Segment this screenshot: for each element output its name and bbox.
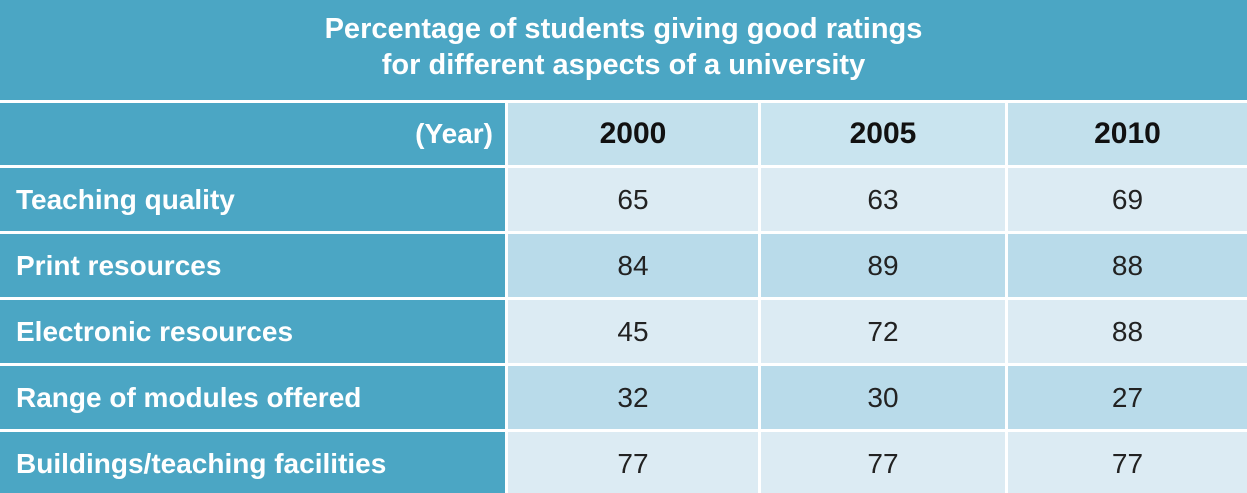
table-cell: 77 bbox=[761, 432, 1005, 493]
column-divider bbox=[505, 234, 508, 297]
table-cell: 88 bbox=[1008, 300, 1247, 363]
column-divider bbox=[505, 103, 508, 165]
row-label: Electronic resources bbox=[0, 300, 505, 363]
table-cell: 84 bbox=[508, 234, 758, 297]
title-line-1: Percentage of students giving good ratin… bbox=[324, 13, 923, 45]
row-label: Print resources bbox=[0, 234, 505, 297]
table-cell: 69 bbox=[1008, 168, 1247, 231]
year-column-header: 2005 bbox=[761, 103, 1005, 165]
row-label: Teaching quality bbox=[0, 168, 505, 231]
table-cell: 89 bbox=[761, 234, 1005, 297]
title-line-2: for different aspects of a university bbox=[381, 49, 866, 81]
column-divider bbox=[758, 300, 761, 363]
table-cell: 30 bbox=[761, 366, 1005, 429]
year-column-header: 2000 bbox=[508, 103, 758, 165]
column-divider bbox=[1005, 432, 1008, 493]
column-divider bbox=[1005, 300, 1008, 363]
column-divider bbox=[505, 168, 508, 231]
column-divider bbox=[758, 366, 761, 429]
column-divider bbox=[1005, 103, 1008, 165]
column-divider bbox=[1005, 234, 1008, 297]
column-divider bbox=[505, 366, 508, 429]
column-divider bbox=[505, 300, 508, 363]
column-divider bbox=[1005, 168, 1008, 231]
column-divider bbox=[505, 432, 508, 493]
table-cell: 63 bbox=[761, 168, 1005, 231]
column-divider bbox=[1005, 366, 1008, 429]
row-label: Range of modules offered bbox=[0, 366, 505, 429]
table-title: Percentage of students giving good ratin… bbox=[0, 0, 1247, 100]
table-cell: 88 bbox=[1008, 234, 1247, 297]
column-divider bbox=[758, 432, 761, 493]
table-cell: 27 bbox=[1008, 366, 1247, 429]
table-cell: 45 bbox=[508, 300, 758, 363]
table-cell: 72 bbox=[761, 300, 1005, 363]
year-column-header: 2010 bbox=[1008, 103, 1247, 165]
column-divider bbox=[758, 103, 761, 165]
table-grid: (Year) 2000 2005 2010 Teaching quality 6… bbox=[0, 103, 1247, 493]
row-label: Buildings/teaching facilities bbox=[0, 432, 505, 493]
column-divider bbox=[758, 234, 761, 297]
table-cell: 65 bbox=[508, 168, 758, 231]
table-cell: 77 bbox=[508, 432, 758, 493]
year-header-label: (Year) bbox=[0, 103, 505, 165]
column-divider bbox=[758, 168, 761, 231]
table-cell: 77 bbox=[1008, 432, 1247, 493]
table-cell: 32 bbox=[508, 366, 758, 429]
